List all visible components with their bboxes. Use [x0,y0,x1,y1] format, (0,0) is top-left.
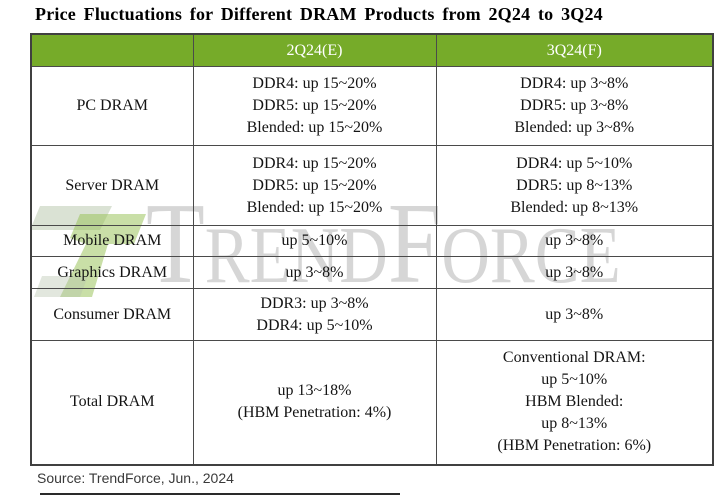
product-label: Total DRAM [30,340,194,465]
product-label: Server DRAM [30,145,194,226]
page-title: Price Fluctuations for Different DRAM Pr… [35,4,603,24]
cell-line: up 13~18% [277,382,352,400]
cell-line: HBM Blended: [525,393,624,411]
table-row-graphics-dram: Graphics DRAM up 3~8% up 3~8% [30,256,714,289]
cell-line: DDR5: up 8~13% [516,176,633,194]
cell-line: DDR5: up 3~8% [520,97,629,114]
cell-line: DDR4: up 15~20% [252,154,377,172]
table-row-total-dram: Total DRAM up 13~18% (HBM Penetration: 4… [30,340,714,465]
mobile-dram-2q24-cell: up 5~10% [192,225,437,257]
product-label: Mobile DRAM [30,225,194,257]
header-3q24: 3Q24(F) [435,33,714,67]
mobile-dram-3q24-cell: up 3~8% [435,225,714,257]
cell-line: (HBM Penetration: 4%) [237,404,392,422]
pc-dram-2q24-cell: DDR4: up 15~20% DDR5: up 15~20% Blended:… [192,66,437,146]
header-2q24: 2Q24(E) [192,33,437,67]
cell-line: DDR4: up 3~8% [520,75,629,92]
product-label: PC DRAM [30,66,194,146]
cell-line: DDR4: up 15~20% [252,75,377,92]
cell-line: up 3~8% [545,305,604,323]
cell-line: up 8~13% [541,415,608,433]
bottom-divider [40,493,400,495]
consumer-dram-3q24-cell: up 3~8% [435,288,714,341]
cell-line: DDR3: up 3~8% [260,294,369,312]
header-row: 2Q24(E) 3Q24(F) [30,33,714,67]
product-label: Consumer DRAM [30,288,194,341]
consumer-dram-2q24-cell: DDR3: up 3~8% DDR4: up 5~10% [192,288,437,341]
cell-line: up 3~8% [545,263,604,281]
cell-line: DDR4: up 5~10% [256,316,373,334]
table-row-mobile-dram: Mobile DRAM up 5~10% up 3~8% [30,225,714,257]
cell-line: DDR5: up 15~20% [252,176,377,194]
cell-line: up 5~10% [281,232,348,249]
header-product [30,33,194,67]
server-dram-3q24-cell: DDR4: up 5~10% DDR5: up 8~13% Blended: u… [435,145,714,226]
total-dram-3q24-cell: Conventional DRAM: up 5~10% HBM Blended:… [435,340,714,465]
table-row-server-dram: Server DRAM DDR4: up 15~20% DDR5: up 15~… [30,145,714,226]
cell-line: up 3~8% [545,232,604,249]
cell-line: (HBM Penetration: 6%) [497,437,652,455]
cell-line: up 3~8% [285,263,344,281]
product-label: Graphics DRAM [30,256,194,289]
cell-line: Blended: up 15~20% [246,119,383,136]
total-dram-2q24-cell: up 13~18% (HBM Penetration: 4%) [192,340,437,465]
graphics-dram-3q24-cell: up 3~8% [435,256,714,289]
cell-line: DDR5: up 15~20% [252,97,377,114]
table-row-pc-dram: PC DRAM DDR4: up 15~20% DDR5: up 15~20% … [30,66,714,146]
cell-line: DDR4: up 5~10% [516,154,633,172]
server-dram-2q24-cell: DDR4: up 15~20% DDR5: up 15~20% Blended:… [192,145,437,226]
cell-line: Blended: up 15~20% [246,198,383,216]
cell-line: Blended: up 3~8% [514,119,635,136]
cell-line: up 5~10% [541,371,608,389]
table-row-consumer-dram: Consumer DRAM DDR3: up 3~8% DDR4: up 5~1… [30,288,714,341]
cell-line: Conventional DRAM: [502,349,646,367]
cell-line: Blended: up 8~13% [510,198,639,216]
pc-dram-3q24-cell: DDR4: up 3~8% DDR5: up 3~8% Blended: up … [435,66,714,146]
dram-price-table: 2Q24(E) 3Q24(F) PC DRAM DDR4: up 15~20% … [30,33,714,466]
graphics-dram-2q24-cell: up 3~8% [192,256,437,289]
source-note: Source: TrendForce, Jun., 2024 [37,470,234,486]
